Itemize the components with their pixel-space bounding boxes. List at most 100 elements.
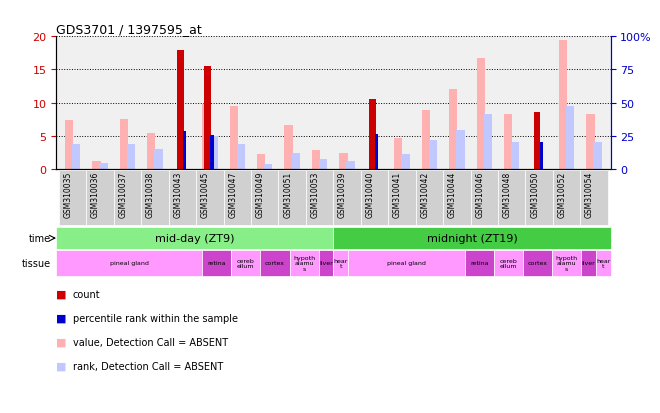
Bar (580, 171, 608, 225)
Bar (319, 250, 333, 276)
Bar (306, 171, 333, 225)
Bar (401, 154, 410, 169)
Bar (177, 50, 183, 169)
Text: GSM310044: GSM310044 (447, 171, 457, 217)
Text: GDS3701 / 1397595_at: GDS3701 / 1397595_at (56, 23, 202, 36)
Text: GSM310053: GSM310053 (311, 171, 319, 217)
Bar (593, 142, 602, 169)
Bar (388, 171, 416, 225)
Bar (92, 161, 100, 169)
Bar (141, 171, 168, 225)
Text: cortex: cortex (265, 261, 285, 266)
Bar (292, 154, 300, 169)
Bar (449, 90, 457, 169)
Bar (553, 171, 580, 225)
Bar (465, 250, 494, 276)
Text: hypoth
alamu
s: hypoth alamu s (556, 255, 578, 272)
Bar (484, 115, 492, 169)
Text: hear
t: hear t (333, 258, 348, 269)
Bar (257, 154, 265, 169)
Bar (168, 171, 196, 225)
Text: GSM310054: GSM310054 (585, 171, 594, 217)
Bar (443, 171, 471, 225)
Bar (533, 113, 541, 169)
Bar (279, 171, 306, 225)
Text: mid-day (ZT9): mid-day (ZT9) (155, 233, 234, 244)
Bar (224, 171, 251, 225)
Bar (566, 107, 574, 169)
Bar (59, 171, 86, 225)
Bar (429, 140, 437, 169)
Text: GSM310039: GSM310039 (338, 171, 347, 217)
Bar (346, 161, 354, 169)
Text: cereb
ellum: cereb ellum (237, 258, 255, 269)
Bar (581, 250, 596, 276)
Bar (237, 144, 245, 169)
Bar (348, 250, 465, 276)
Bar (596, 250, 610, 276)
Bar (375, 134, 378, 169)
Text: GSM310035: GSM310035 (63, 171, 73, 217)
Text: GSM310045: GSM310045 (201, 171, 210, 217)
Text: value, Detection Call = ABSENT: value, Detection Call = ABSENT (73, 337, 228, 347)
Bar (525, 171, 553, 225)
Bar (202, 105, 211, 169)
Text: midnight (ZT19): midnight (ZT19) (426, 233, 517, 244)
Text: retina: retina (470, 261, 488, 266)
Bar (361, 171, 388, 225)
Text: GSM310049: GSM310049 (255, 171, 265, 217)
Text: GSM310036: GSM310036 (91, 171, 100, 217)
Text: ■: ■ (56, 289, 67, 299)
Bar (264, 165, 273, 169)
Bar (494, 250, 523, 276)
Text: pineal gland: pineal gland (110, 261, 148, 266)
Bar (72, 144, 81, 169)
Bar (119, 120, 128, 169)
Bar (511, 143, 519, 169)
Bar (333, 250, 348, 276)
Text: ■: ■ (56, 337, 67, 347)
Bar (204, 67, 211, 169)
Text: cereb
ellum: cereb ellum (500, 258, 517, 269)
Bar (416, 171, 443, 225)
Text: GSM310048: GSM310048 (503, 171, 512, 217)
Text: tissue: tissue (21, 258, 51, 268)
Bar (56, 250, 202, 276)
Bar (523, 250, 552, 276)
Bar (231, 250, 260, 276)
Bar (422, 111, 430, 169)
Bar (290, 250, 319, 276)
Bar (154, 150, 162, 169)
Bar (504, 115, 512, 169)
Text: GSM310041: GSM310041 (393, 171, 402, 217)
Bar (183, 132, 186, 169)
Bar (477, 59, 485, 169)
Bar (552, 250, 581, 276)
Bar (86, 171, 114, 225)
Text: ■: ■ (56, 313, 67, 323)
Bar (127, 144, 135, 169)
Bar (251, 171, 279, 225)
Text: time: time (28, 233, 51, 244)
Text: GSM310050: GSM310050 (530, 171, 539, 217)
Text: hypoth
alamu
s: hypoth alamu s (293, 255, 315, 272)
Bar (260, 250, 290, 276)
Text: count: count (73, 289, 100, 299)
Bar (56, 228, 333, 249)
Bar (586, 114, 595, 169)
Text: retina: retina (207, 261, 226, 266)
Text: GSM310052: GSM310052 (558, 171, 566, 217)
Text: GSM310037: GSM310037 (118, 171, 127, 217)
Bar (230, 107, 238, 169)
Bar (147, 134, 156, 169)
Bar (202, 250, 231, 276)
Bar (319, 159, 327, 169)
Bar (312, 150, 320, 169)
Bar (339, 154, 348, 169)
Text: GSM310042: GSM310042 (420, 171, 430, 217)
Text: percentile rank within the sample: percentile rank within the sample (73, 313, 238, 323)
Text: GSM310038: GSM310038 (146, 171, 155, 217)
Bar (65, 121, 73, 169)
Bar (498, 171, 525, 225)
Text: liver: liver (319, 261, 333, 266)
